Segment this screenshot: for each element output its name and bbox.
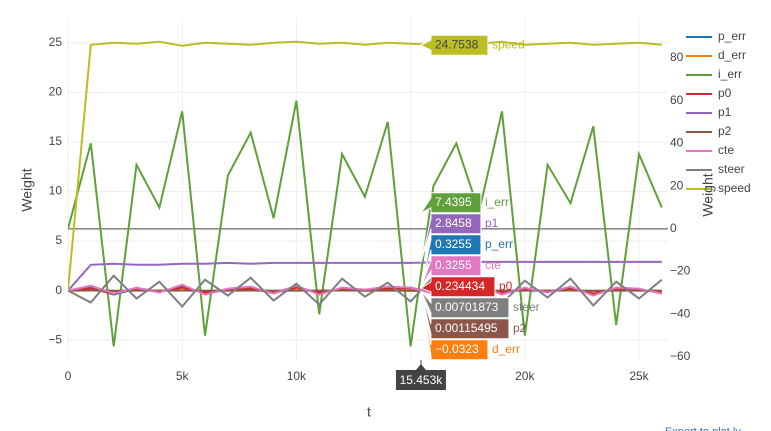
y2-tick-label: 20	[670, 178, 684, 192]
y2-tick-label: 0	[670, 221, 677, 235]
hover-box	[419, 34, 489, 56]
series-line	[68, 274, 663, 309]
hover-value: 2.8458	[435, 216, 472, 230]
hover-label: 0.234434 p0	[419, 276, 513, 298]
hover-box	[420, 255, 482, 288]
hover-name: d_err	[492, 342, 520, 356]
legend-label: p0	[718, 86, 732, 100]
hover-value: 0.00701873	[435, 300, 499, 314]
hover-box	[419, 192, 482, 215]
series-line	[68, 40, 662, 291]
legend-label: i_err	[718, 67, 742, 81]
legend-label: p_err	[718, 29, 746, 43]
x-tick-label: 5k	[176, 369, 190, 383]
legend: p_err d_err i_err p0 p1 p2 cte steer speed	[686, 29, 751, 195]
x-tick-label: 25k	[629, 369, 649, 383]
hover-box	[420, 290, 510, 319]
x-tick-label: 20k	[515, 369, 535, 383]
hover-label: 24.7538 speed	[419, 34, 525, 56]
y-tick-label: −5	[48, 332, 62, 346]
hover-x-text: 15.453k	[400, 373, 444, 387]
legend-label: cte	[718, 143, 734, 157]
legend-label: speed	[718, 181, 751, 195]
hover-value: 0.234434	[435, 279, 485, 293]
legend-label: d_err	[718, 48, 746, 62]
y2-axis-title: Weight	[700, 173, 716, 216]
y-tick-label: 25	[49, 35, 63, 49]
hover-label: 2.8458 p1	[420, 213, 499, 263]
hover-box	[420, 290, 510, 340]
x-tick-label: 0	[65, 369, 72, 383]
hover-label: 0.00701873 steer	[420, 290, 540, 319]
y2-tick-label: 40	[670, 136, 684, 150]
hover-value: 0.3255	[435, 258, 472, 272]
y2-tick-label: −60	[670, 349, 691, 363]
hover-name: p_err	[485, 237, 513, 251]
hover-label: 0.3255 p_err	[420, 234, 513, 288]
y2-tick-label: 80	[670, 50, 684, 64]
export-link[interactable]: Export to plot.ly	[665, 426, 741, 431]
hover-label: 0.00115495 p2	[420, 290, 527, 340]
hover-box	[420, 234, 482, 288]
hover-box	[420, 213, 482, 263]
y-axis-title: Weight	[19, 168, 35, 211]
hover-name: speed	[492, 37, 525, 51]
hover-box	[420, 290, 489, 361]
hover-label: −0.0323 d_err	[420, 290, 520, 361]
y-tick-label: 10	[49, 184, 63, 198]
legend-label: p1	[718, 105, 732, 119]
hover-layer: 15.453k 24.7538 speed 7.4395 i_err 2.8458 p1 0.…	[395, 34, 540, 390]
y-tick-label: 0	[55, 283, 62, 297]
y-tick-label: 5	[55, 233, 62, 247]
y-tick-label: 15	[49, 134, 63, 148]
hover-name: p2	[513, 321, 527, 335]
legend-label: steer	[718, 162, 745, 176]
legend-label: p2	[718, 124, 732, 138]
axis-layer: 05k10k15k20k25k−50510152025−60−40−200204…	[48, 35, 690, 383]
hover-value: −0.0323	[435, 342, 479, 356]
x-tick-label: 10k	[287, 369, 307, 383]
hover-name: p1	[485, 216, 499, 230]
data-layer	[68, 40, 663, 347]
hover-label: 0.3255 cte	[420, 255, 501, 288]
hover-x-label: 15.453k	[395, 364, 446, 390]
hover-value: 0.00115495	[435, 321, 498, 335]
hover-x-box	[395, 364, 446, 390]
y2-tick-label: 60	[670, 93, 684, 107]
hover-name: steer	[513, 300, 540, 314]
hover-value: 7.4395	[435, 195, 472, 209]
hover-name: cte	[485, 258, 501, 272]
y2-tick-label: −40	[670, 306, 691, 320]
hover-box	[419, 276, 496, 298]
hover-name: p0	[499, 279, 513, 293]
x-axis-title: t	[367, 404, 371, 420]
series-line	[68, 260, 662, 292]
y-tick-label: 20	[49, 85, 63, 99]
hover-label: 7.4395 i_err	[419, 192, 509, 215]
y2-tick-label: −20	[670, 264, 691, 278]
hover-name: i_err	[485, 195, 509, 209]
series-line	[68, 100, 663, 347]
hover-value: 0.3255	[435, 237, 472, 251]
hover-value: 24.7538	[435, 37, 479, 51]
